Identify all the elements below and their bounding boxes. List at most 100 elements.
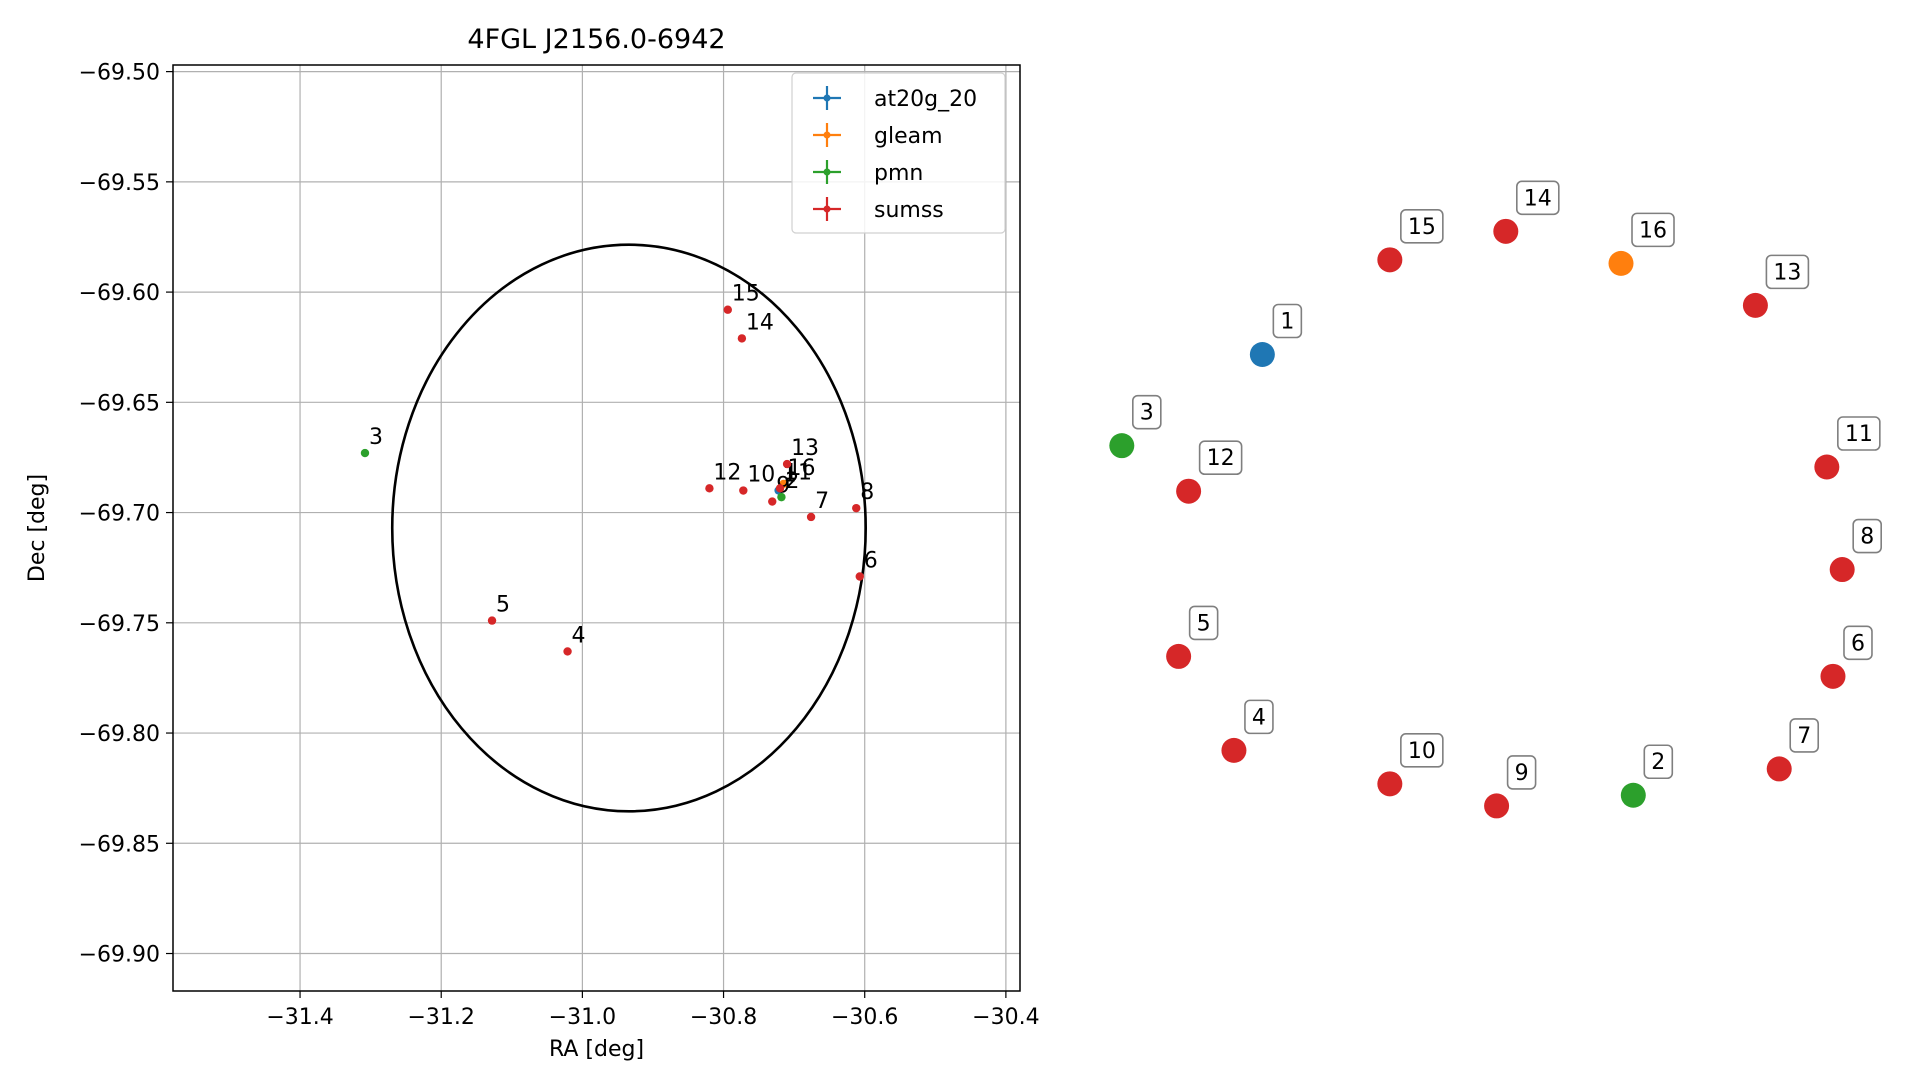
data-point-10 xyxy=(739,486,748,495)
index-label-9: 9 xyxy=(1515,761,1529,786)
index-label-15: 15 xyxy=(1408,215,1436,240)
y-tick-label: −69.70 xyxy=(79,502,160,527)
index-point-12 xyxy=(1176,478,1202,504)
y-tick-label: −69.75 xyxy=(79,612,160,637)
legend-dot-at20g_20 xyxy=(823,94,831,102)
data-point-11 xyxy=(775,484,785,493)
index-label-2: 2 xyxy=(1651,750,1665,775)
index-label-7: 7 xyxy=(1797,724,1811,749)
index-point-2 xyxy=(1620,782,1646,808)
y-axis-ticks: −69.50 −69.55 −69.60 −69.65 −69.70 −69.75 −69.… xyxy=(79,61,173,968)
plot-frame xyxy=(172,64,1021,992)
point-label-3: 3 xyxy=(369,425,383,450)
index-label-box-9 xyxy=(1506,755,1537,790)
data-point-15 xyxy=(723,305,732,314)
index-label-1: 1 xyxy=(1280,310,1294,335)
data-point-5 xyxy=(487,616,497,625)
point-label-5: 5 xyxy=(496,593,510,618)
index-label-box-14 xyxy=(1516,180,1560,216)
ellipse-layer xyxy=(390,243,868,813)
index-label-box-1 xyxy=(1272,303,1303,339)
legend-label-sumss: sumss xyxy=(874,198,944,223)
index-point-10 xyxy=(1377,771,1403,797)
index-point-16 xyxy=(1608,250,1634,276)
index-point-4 xyxy=(1221,737,1247,763)
index-point-6 xyxy=(1820,663,1846,689)
index-label-16: 16 xyxy=(1639,218,1667,243)
index-label-10: 10 xyxy=(1408,739,1436,764)
index-label-box-15 xyxy=(1400,209,1444,244)
index-label-box-11 xyxy=(1837,416,1881,451)
point-label-8: 8 xyxy=(860,480,874,505)
points-layer: 11623456789101112131415 xyxy=(360,282,878,656)
y-tick-label: −69.90 xyxy=(79,943,160,968)
index-point-15 xyxy=(1377,247,1403,273)
point-label-6: 6 xyxy=(864,549,878,574)
index-label-box-8 xyxy=(1852,518,1882,554)
y-tick-label: −69.55 xyxy=(79,171,160,196)
index-label-4: 4 xyxy=(1252,705,1266,730)
data-point-9 xyxy=(768,497,777,506)
index-label-box-5 xyxy=(1188,605,1219,641)
x-tick-label: −31.2 xyxy=(408,1005,475,1030)
y-axis-label: Dec [deg] xyxy=(25,474,50,582)
index-label-box-6 xyxy=(1843,625,1873,661)
index-label-11: 11 xyxy=(1845,422,1873,447)
point-label-15: 15 xyxy=(732,282,760,307)
index-label-12: 12 xyxy=(1207,446,1235,471)
index-point-1 xyxy=(1249,342,1275,368)
chart-title: 4FGL J2156.0-6942 xyxy=(467,24,725,55)
legend-dot-gleam xyxy=(823,131,831,139)
index-point-14 xyxy=(1493,218,1519,244)
y-tick-label: −69.85 xyxy=(79,832,160,857)
index-point-5 xyxy=(1166,643,1192,669)
x-tick-label: −31.0 xyxy=(549,1005,616,1030)
point-label-16: 16 xyxy=(788,456,816,481)
y-tick-label: −69.80 xyxy=(79,722,160,747)
legend-box xyxy=(791,72,1006,234)
index-label-6: 6 xyxy=(1851,631,1865,656)
y-tick-label: −69.65 xyxy=(79,391,160,416)
localization-ellipse xyxy=(390,243,868,813)
index-label-14: 14 xyxy=(1524,186,1552,211)
index-label-8: 8 xyxy=(1860,525,1874,550)
x-axis-label: RA [deg] xyxy=(549,1037,644,1062)
x-tick-label: −30.6 xyxy=(831,1005,898,1030)
data-point-6 xyxy=(855,572,864,581)
data-point-12 xyxy=(705,484,714,493)
x-axis-ticks: −31.4 −31.2 −31.0 −30.8 −30.6 −30.4 xyxy=(266,991,1040,1030)
point-label-14: 14 xyxy=(746,310,774,335)
data-point-13 xyxy=(782,459,792,469)
index-label-3: 3 xyxy=(1140,401,1154,426)
y-tick-label: −69.60 xyxy=(79,281,160,306)
index-point-9 xyxy=(1484,793,1510,819)
index-label-box-16 xyxy=(1631,212,1675,248)
x-tick-label: −30.8 xyxy=(690,1005,757,1030)
point-label-10: 10 xyxy=(747,463,775,488)
index-label-13: 13 xyxy=(1773,260,1801,285)
data-point-3 xyxy=(360,448,370,458)
index-point-8 xyxy=(1829,557,1855,583)
legend-label-at20g_20: at20g_20 xyxy=(874,87,977,112)
x-tick-label: −30.4 xyxy=(972,1005,1039,1030)
legend-label-pmn: pmn xyxy=(874,161,923,186)
point-label-4: 4 xyxy=(572,623,586,648)
index-label-box-10 xyxy=(1400,733,1444,768)
legend-dot-sumss xyxy=(823,205,831,213)
y-tick-label: −69.50 xyxy=(79,61,160,86)
point-label-13: 13 xyxy=(791,436,819,461)
point-label-7: 7 xyxy=(815,489,829,514)
index-label-box-4 xyxy=(1244,699,1274,735)
index-point-7 xyxy=(1766,756,1792,782)
point-label-2: 2 xyxy=(785,469,799,494)
index-label-box-7 xyxy=(1789,718,1820,753)
index-label-box-2 xyxy=(1643,744,1674,780)
data-point-4 xyxy=(563,647,572,656)
legend-dot-pmn xyxy=(823,168,831,176)
data-point-8 xyxy=(852,503,861,513)
index-point-11 xyxy=(1814,454,1840,480)
sky-scatter-chart: 11623456789101112131415 −31.4−31.2−31.0−… xyxy=(25,24,1040,1062)
